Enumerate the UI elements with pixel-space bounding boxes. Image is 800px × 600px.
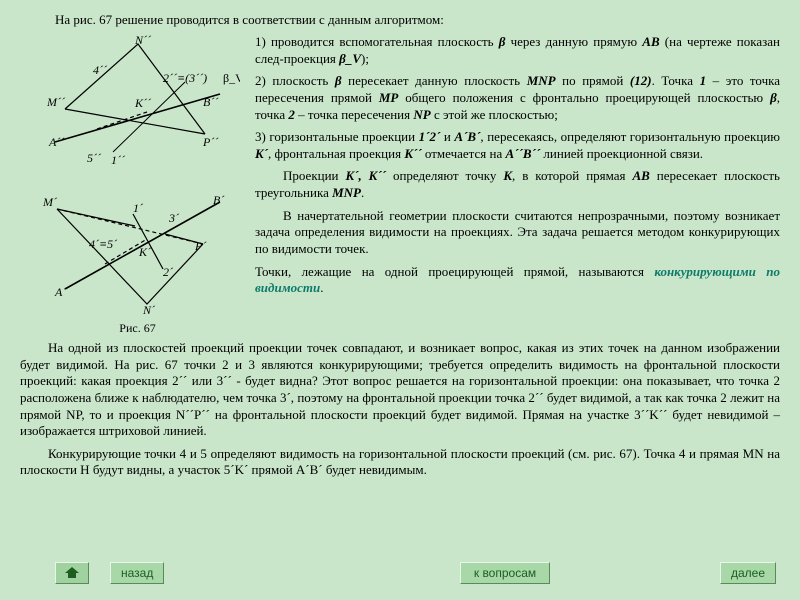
label-4pp: 4´´ <box>93 63 108 77</box>
text-column: 1) проводится вспомогательная плоскость … <box>255 34 780 303</box>
label-N2: N´´ <box>134 34 152 47</box>
label-A1: A´ <box>54 285 67 299</box>
label-5pp: 5´´ <box>87 151 102 165</box>
label-P1: P´ <box>194 239 207 253</box>
nav-bar: назад к вопросам далее <box>0 562 800 590</box>
figure-caption: Рис. 67 <box>20 321 255 336</box>
para-competing-def: Точки, лежащие на одной проецирующей пря… <box>255 264 780 297</box>
label-P2: P´´ <box>202 135 219 149</box>
step-2: 2) плоскость β пересекает данную плоскос… <box>255 73 780 123</box>
para-visibility: В начертательной геометрии плоскости счи… <box>255 208 780 258</box>
label-M1: M´ <box>42 195 58 209</box>
projection-line: Проекции K´, K´´ определяют точку K, в к… <box>255 168 780 201</box>
label-45p: 4´≡5´ <box>89 237 118 251</box>
label-K2: K´´ <box>134 96 152 110</box>
label-B2: B´´ <box>203 95 219 109</box>
label-betaV: β_V <box>223 71 240 85</box>
label-A2: A´´ <box>48 135 65 149</box>
page-title: На рис. 67 решение проводится в соответс… <box>20 10 780 34</box>
label-B1-lbl: B´ <box>213 193 225 207</box>
label-2p: 2´ <box>163 265 174 279</box>
label-3p: 3´ <box>168 211 180 225</box>
step-3: 3) горизонтальные проекции 1´2´ и A´B´, … <box>255 129 780 162</box>
label-1p: 1´ <box>133 201 144 215</box>
para-3: На одной из плоскостей проекций проекции… <box>20 340 780 440</box>
figure-bottom-svg: M´ B´ 1´ 3´ 4´≡5´ K´ P´ 2´ A´ N´ <box>35 184 240 319</box>
back-button[interactable]: назад <box>110 562 164 584</box>
home-icon <box>65 567 79 573</box>
label-23pp: 2´´≡(3´´) <box>163 71 207 85</box>
label-1pp: 1´´ <box>111 153 126 167</box>
label-M2: M´´ <box>46 95 66 109</box>
figure-block: N´´ 4´´ 2´´≡(3´´) β_V M´´ K´´ B´´ A´´ 1´… <box>20 34 255 336</box>
next-button[interactable]: далее <box>720 562 776 584</box>
para-4: Конкурирующие точки 4 и 5 определяют вид… <box>20 446 780 479</box>
home-button[interactable] <box>55 562 89 584</box>
label-K1: K´ <box>138 245 152 259</box>
questions-button[interactable]: к вопросам <box>460 562 550 584</box>
step-1: 1) проводится вспомогательная плоскость … <box>255 34 780 67</box>
figure-top-svg: N´´ 4´´ 2´´≡(3´´) β_V M´´ K´´ B´´ A´´ 1´… <box>35 34 240 184</box>
label-N1: N´ <box>142 303 156 317</box>
full-width-text: На одной из плоскостей проекций проекции… <box>20 340 780 479</box>
